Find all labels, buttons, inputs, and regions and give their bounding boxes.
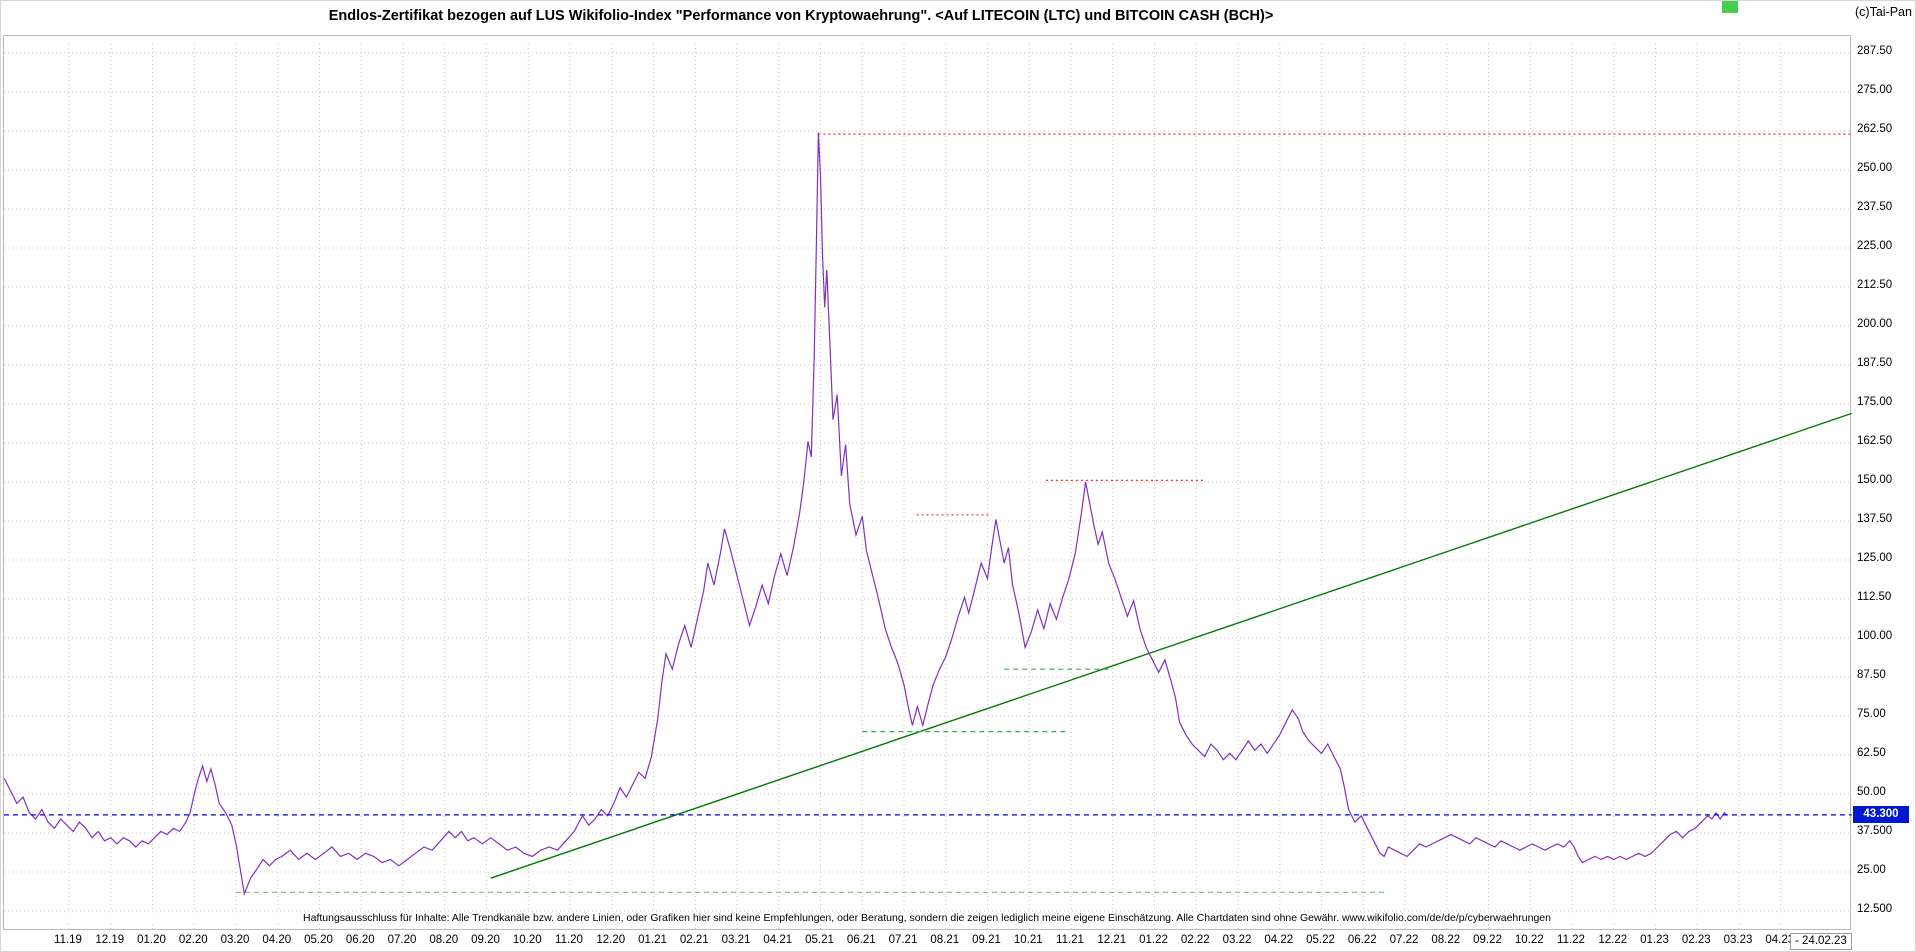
y-axis-label: 187.50: [1857, 357, 1893, 369]
date-label: - 24.02.23: [1790, 933, 1852, 950]
x-axis-label: 11.22: [1557, 934, 1585, 946]
y-axis-label: 137.50: [1857, 513, 1893, 525]
y-axis-label: 237.50: [1857, 201, 1893, 213]
x-axis-label: 11.19: [54, 934, 82, 946]
x-axis-label: 03.20: [220, 934, 250, 946]
y-axis-label: 150.00: [1857, 474, 1893, 486]
trend-line: [490, 412, 1852, 879]
x-axis-label: 12.20: [596, 934, 626, 946]
x-axis-label: 01.22: [1139, 934, 1168, 946]
x-axis-label: 04.20: [262, 934, 292, 946]
y-axis-label: 275.00: [1857, 84, 1893, 96]
price-chart-canvas[interactable]: [4, 36, 1852, 931]
x-axis-label: 11.21: [1056, 934, 1084, 946]
current-price-tag: 43.300: [1853, 805, 1909, 823]
x-axis-label: 12.22: [1598, 934, 1628, 946]
x-axis-label: 02.22: [1180, 934, 1210, 946]
y-axis-label: 200.00: [1857, 318, 1893, 330]
y-axis-label: 100.00: [1857, 630, 1893, 642]
plot-area[interactable]: Haftungsausschluss für Inhalte: Alle Tre…: [3, 35, 1852, 931]
y-axis-label: 25.00: [1857, 864, 1886, 876]
x-axis-label: 09.20: [471, 934, 500, 946]
x-axis-label: 10.21: [1013, 934, 1043, 946]
chart-title: Endlos-Zertifikat bezogen auf LUS Wikifo…: [328, 8, 1274, 24]
x-axis-label: 04.21: [763, 934, 793, 946]
price-line: [4, 132, 1727, 897]
y-axis-label: 12.500: [1857, 903, 1893, 915]
x-axis-label: 04.23: [1765, 934, 1795, 946]
x-axis-label: 12.21: [1097, 934, 1127, 946]
x-axis-label: 04.22: [1264, 934, 1294, 946]
x-axis-label: 01.23: [1640, 934, 1669, 946]
disclaimer-text: Haftungsausschluss für Inhalte: Alle Tre…: [4, 912, 1850, 924]
x-axis-label: 02.21: [679, 934, 709, 946]
y-axis-label: 37.500: [1857, 825, 1893, 837]
y-axis-label: 250.00: [1857, 162, 1893, 174]
y-axis-label: 50.00: [1857, 786, 1886, 798]
y-axis-label: 212.50: [1857, 279, 1893, 291]
copyright-label: (c)Tai-Pan: [1855, 5, 1912, 19]
x-axis-label: 10.22: [1514, 934, 1544, 946]
x-axis-label: 03.21: [721, 934, 751, 946]
x-axis-label: 11.20: [555, 934, 583, 946]
x-axis-label: 03.23: [1723, 934, 1753, 946]
x-axis-label: 01.21: [638, 934, 667, 946]
x-axis-label: 06.20: [345, 934, 375, 946]
x-axis-label: 05.20: [304, 934, 333, 946]
x-axis-label: 01.20: [137, 934, 166, 946]
x-axis-label: 12.19: [95, 934, 125, 946]
x-axis-label: 05.21: [805, 934, 834, 946]
x-axis-label: 07.22: [1389, 934, 1419, 946]
window-status-marker: [1722, 1, 1738, 13]
x-axis-label: 10.20: [512, 934, 542, 946]
y-axis-label: 262.50: [1857, 123, 1893, 135]
y-axis-label: 87.50: [1857, 669, 1886, 681]
x-axis-label: 06.22: [1347, 934, 1377, 946]
x-axis-label: 08.20: [429, 934, 459, 946]
y-axis-label: 287.50: [1857, 45, 1893, 57]
y-axis-label: 162.50: [1857, 435, 1893, 447]
x-axis-label: 07.21: [888, 934, 918, 946]
y-axis-label: 62.50: [1857, 747, 1886, 759]
x-axis-label: 06.21: [846, 934, 876, 946]
x-axis-label: 09.21: [972, 934, 1001, 946]
y-axis-label: 75.00: [1857, 708, 1886, 720]
x-axis-label: 09.22: [1473, 934, 1502, 946]
x-axis-label: 07.20: [387, 934, 417, 946]
x-axis-label: 02.23: [1681, 934, 1711, 946]
x-axis-label: 02.20: [178, 934, 208, 946]
y-axis-label: 225.00: [1857, 240, 1893, 252]
x-axis-label: 03.22: [1222, 934, 1252, 946]
y-axis-label: 175.00: [1857, 396, 1893, 408]
y-axis-label: 112.50: [1857, 591, 1892, 603]
x-axis-label: 05.22: [1306, 934, 1335, 946]
y-axis-label: 125.00: [1857, 552, 1893, 564]
x-axis-label: 08.22: [1431, 934, 1461, 946]
x-axis-label: 08.21: [930, 934, 960, 946]
